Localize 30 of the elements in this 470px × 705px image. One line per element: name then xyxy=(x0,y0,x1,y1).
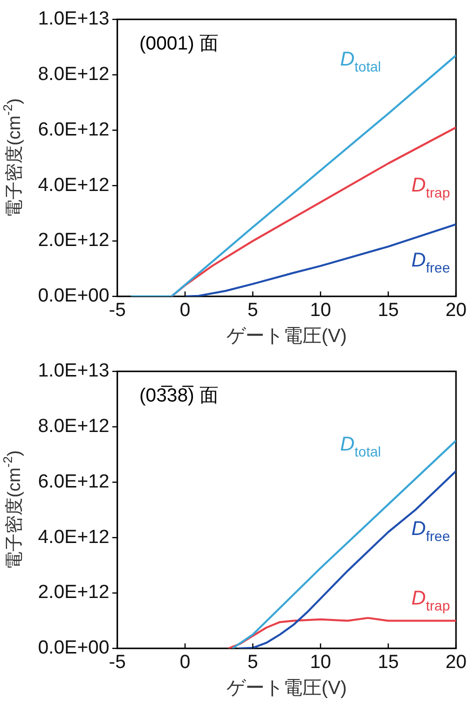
y-tick-label: 4.0E+12 xyxy=(38,526,110,548)
x-tick-label: 10 xyxy=(310,652,332,674)
y-tick-label: 6.0E+12 xyxy=(38,471,110,492)
y-tick-label: 2.0E+12 xyxy=(38,582,110,604)
y-tick-label: 8.0E+12 xyxy=(38,416,110,438)
x-tick-label: 20 xyxy=(445,300,467,322)
x-tick-label: -5 xyxy=(108,300,126,322)
y-axis-title: 電子密度(cm-2) xyxy=(0,98,24,218)
x-axis-title: ゲート電圧(V) xyxy=(226,326,347,347)
y-tick-label: 2.0E+12 xyxy=(38,230,110,252)
y-tick-label: 8.0E+12 xyxy=(38,64,110,86)
x-tick-label: 10 xyxy=(310,300,332,322)
x-tick-label: 5 xyxy=(248,652,258,674)
y-axis-title: 電子密度(cm-2) xyxy=(0,450,24,570)
x-tick-label: 0 xyxy=(180,652,190,674)
y-tick-label: 0.0E+00 xyxy=(38,638,110,659)
y-tick-label: 1.0E+13 xyxy=(38,360,110,382)
y-tick-label: 1.0E+13 xyxy=(38,8,110,30)
x-tick-label: 15 xyxy=(378,300,399,322)
x-tick-label: 20 xyxy=(445,652,467,674)
y-tick-label: 4.0E+12 xyxy=(38,174,110,196)
y-tick-label: 0.0E+00 xyxy=(38,286,110,307)
annotation: (03̅38̅) 面 xyxy=(139,385,219,406)
y-tick-label: 6.0E+12 xyxy=(38,119,110,140)
x-tick-label: -5 xyxy=(108,652,126,674)
x-tick-label: 0 xyxy=(180,300,190,322)
x-axis-title: ゲート電圧(V) xyxy=(226,678,347,699)
x-tick-label: 15 xyxy=(378,652,399,674)
x-tick-label: 5 xyxy=(248,300,258,322)
annotation: (0001) 面 xyxy=(139,33,219,54)
